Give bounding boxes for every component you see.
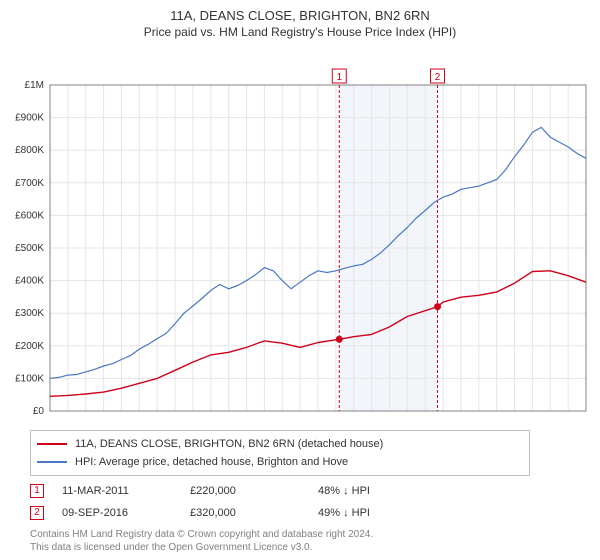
transaction-delta: 49% ↓ HPI (318, 502, 428, 524)
svg-text:£0: £0 (33, 406, 45, 417)
transactions-table: 1 11-MAR-2011 £220,000 48% ↓ HPI 2 09-SEP-201… (30, 480, 590, 524)
chart-title: 11A, DEANS CLOSE, BRIGHTON, BN2 6RN (0, 8, 600, 23)
transaction-marker: 1 (30, 484, 44, 498)
legend-item: HPI: Average price, detached house, Brig… (37, 453, 523, 471)
svg-text:£200K: £200K (15, 341, 44, 352)
svg-text:£600K: £600K (15, 210, 44, 221)
footnote: Contains HM Land Registry data © Crown c… (30, 528, 590, 554)
legend-swatch (37, 461, 67, 463)
svg-text:£400K: £400K (15, 276, 44, 287)
transaction-date: 11-MAR-2011 (62, 480, 172, 502)
legend-label: HPI: Average price, detached house, Brig… (75, 453, 348, 471)
transaction-delta: 48% ↓ HPI (318, 480, 428, 502)
legend-label: 11A, DEANS CLOSE, BRIGHTON, BN2 6RN (det… (75, 435, 383, 453)
svg-text:£800K: £800K (15, 145, 44, 156)
svg-text:£900K: £900K (15, 113, 44, 124)
footnote-line-2: This data is licensed under the Open Gov… (30, 542, 312, 553)
transaction-marker: 2 (30, 506, 44, 520)
transaction-price: £220,000 (190, 480, 300, 502)
svg-text:£300K: £300K (15, 308, 44, 319)
legend-item: 11A, DEANS CLOSE, BRIGHTON, BN2 6RN (det… (37, 435, 523, 453)
svg-text:2: 2 (435, 72, 441, 83)
legend-swatch (37, 443, 67, 445)
transaction-price: £320,000 (190, 502, 300, 524)
legend-box: 11A, DEANS CLOSE, BRIGHTON, BN2 6RN (det… (30, 430, 530, 476)
svg-text:£500K: £500K (15, 243, 44, 254)
price-chart: £0 £100K £200K £300K £400K £500K £600K £700K £80… (0, 39, 600, 419)
svg-text:£700K: £700K (15, 178, 44, 189)
transaction-row: 1 11-MAR-2011 £220,000 48% ↓ HPI (30, 480, 590, 502)
chart-subtitle: Price paid vs. HM Land Registry's House … (0, 25, 600, 39)
transaction-row: 2 09-SEP-2016 £320,000 49% ↓ HPI (30, 502, 590, 524)
footnote-line-1: Contains HM Land Registry data © Crown c… (30, 529, 373, 540)
transaction-date: 09-SEP-2016 (62, 502, 172, 524)
svg-text:£100K: £100K (15, 373, 44, 384)
svg-text:1: 1 (336, 72, 342, 83)
svg-text:£1M: £1M (25, 80, 44, 91)
